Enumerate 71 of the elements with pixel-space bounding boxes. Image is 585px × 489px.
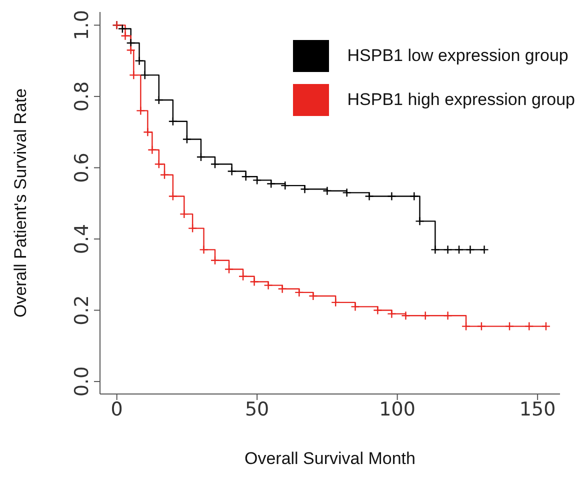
y-axis-title: Overall Patient's Survival Rate xyxy=(11,88,30,318)
point xyxy=(250,277,259,286)
point xyxy=(278,284,287,294)
point xyxy=(180,209,189,219)
point xyxy=(168,116,178,126)
point xyxy=(280,180,290,190)
point xyxy=(241,172,250,182)
point xyxy=(196,152,206,162)
point xyxy=(541,322,551,331)
point xyxy=(454,245,464,254)
point xyxy=(154,160,164,169)
y-tick-label: 0.0 xyxy=(71,366,93,397)
point xyxy=(134,56,144,66)
point xyxy=(210,160,220,169)
point xyxy=(126,46,136,55)
point xyxy=(238,272,248,282)
point xyxy=(129,70,138,80)
point xyxy=(480,245,489,254)
point xyxy=(466,245,475,254)
point xyxy=(504,322,514,331)
point xyxy=(143,127,152,137)
point xyxy=(140,70,150,80)
point xyxy=(373,306,382,315)
point xyxy=(224,264,234,274)
x-tick-label: 0 xyxy=(110,398,123,420)
point xyxy=(443,311,452,320)
point xyxy=(387,192,396,201)
point xyxy=(264,280,273,290)
point xyxy=(415,216,424,226)
legend-label: HSPB1 high expression group xyxy=(347,90,575,110)
x-tick-label: 150 xyxy=(519,398,556,420)
point xyxy=(387,309,396,318)
point xyxy=(188,224,198,233)
point xyxy=(308,291,318,301)
point xyxy=(322,186,332,196)
point xyxy=(461,322,471,331)
x-axis-title: Overall Survival Month xyxy=(244,449,416,468)
point xyxy=(182,134,192,144)
point xyxy=(342,188,352,198)
point xyxy=(227,166,236,176)
point xyxy=(443,245,452,254)
point xyxy=(410,192,419,201)
y-tick-label: 0.6 xyxy=(71,152,93,183)
point xyxy=(199,245,208,254)
point xyxy=(401,311,410,320)
point xyxy=(126,38,136,48)
x-tick-label: 50 xyxy=(244,398,270,420)
point xyxy=(476,322,486,331)
point xyxy=(524,322,534,331)
x-tick-label: 100 xyxy=(379,398,416,420)
point xyxy=(210,256,220,265)
point xyxy=(252,176,262,185)
point xyxy=(154,95,164,105)
y-tick-label: 1.0 xyxy=(71,10,93,40)
point xyxy=(136,106,146,116)
point xyxy=(266,179,276,188)
point xyxy=(160,170,170,180)
point xyxy=(420,311,430,320)
point xyxy=(350,302,360,312)
y-tick-label: 0.2 xyxy=(71,295,93,326)
point xyxy=(148,145,157,155)
point xyxy=(120,31,130,40)
legend-label: HSPB1 low expression group xyxy=(347,46,568,66)
y-tick-label: 0.4 xyxy=(71,224,93,254)
point xyxy=(364,192,374,201)
y-tick-label: 0.8 xyxy=(71,81,93,112)
point xyxy=(300,184,310,194)
point xyxy=(430,245,440,254)
point xyxy=(168,192,178,201)
point xyxy=(331,298,340,308)
point xyxy=(294,288,304,298)
